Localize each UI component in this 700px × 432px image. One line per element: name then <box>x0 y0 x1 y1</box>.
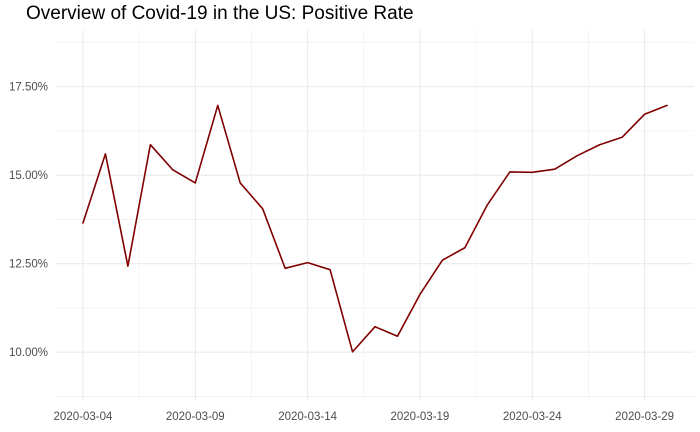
y-tick-label: 17.50% <box>9 82 48 94</box>
x-tick-label: 2020-03-04 <box>54 411 113 423</box>
x-tick-label: 2020-03-09 <box>166 411 225 423</box>
x-tick-label: 2020-03-19 <box>391 411 450 423</box>
y-tick-label: 15.00% <box>9 170 48 182</box>
y-tick-label: 12.50% <box>9 259 48 271</box>
chart-title: Overview of Covid-19 in the US: Positive… <box>26 3 414 24</box>
minor-gridlines <box>56 30 694 400</box>
y-tick-label: 10.00% <box>9 347 48 359</box>
x-axis-tick-labels: 2020-03-04 2020-03-09 2020-03-14 2020-03-19… <box>54 411 674 423</box>
x-tick-label: 2020-03-29 <box>615 411 674 423</box>
y-axis-tick-labels: 10.00% 12.50% 15.00% 17.50% <box>9 82 48 360</box>
x-tick-label: 2020-03-24 <box>503 411 562 423</box>
series-line <box>82 104 668 353</box>
series-group <box>82 104 668 353</box>
x-tick-label: 2020-03-14 <box>278 411 337 423</box>
major-gridlines <box>56 30 694 400</box>
